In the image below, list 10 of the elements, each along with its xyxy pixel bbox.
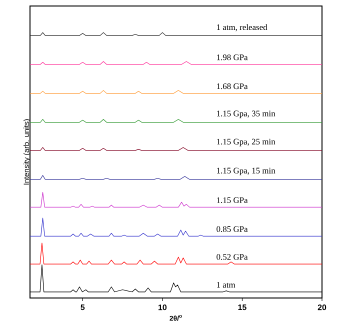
series-label: 1.68 GPa — [217, 83, 248, 90]
series-label: 0.52 GPa — [216, 254, 248, 260]
series-label: 1.15 GPa — [217, 197, 248, 204]
series-label: 1.15 Gpa, 15 min — [217, 168, 276, 176]
series-label: 1.98 GPa — [217, 54, 248, 60]
series-label: 1.15 Gpa, 25 min — [217, 138, 276, 146]
series-label: 1 atm, released — [217, 24, 268, 32]
series-label: 0.85 GPa — [216, 226, 248, 232]
series-label: 1.15 Gpa, 35 min — [217, 110, 276, 118]
series-label: 1 atm — [217, 282, 236, 288]
